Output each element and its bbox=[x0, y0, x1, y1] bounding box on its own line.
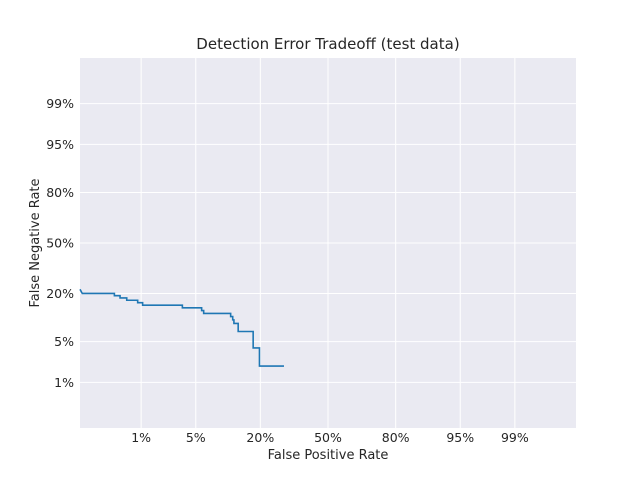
x-tick-label: 5% bbox=[186, 430, 206, 445]
y-tick-label: 50% bbox=[46, 236, 74, 251]
y-tick-label: 80% bbox=[46, 185, 74, 200]
x-tick-label: 20% bbox=[246, 430, 274, 445]
x-tick-label: 50% bbox=[314, 430, 342, 445]
y-tick-label: 20% bbox=[46, 286, 74, 301]
y-tick-label: 5% bbox=[54, 334, 74, 349]
x-tick-label: 99% bbox=[501, 430, 529, 445]
y-tick-label: 99% bbox=[46, 96, 74, 111]
y-tick-labels: 1% 5% 20% 50% 80% 95% 99% bbox=[46, 96, 74, 390]
chart-title: Detection Error Tradeoff (test data) bbox=[196, 35, 459, 53]
y-axis-label: False Negative Rate bbox=[28, 178, 43, 307]
grid-lines bbox=[80, 58, 576, 428]
det-curve-line bbox=[79, 288, 284, 367]
x-axis-label: False Positive Rate bbox=[268, 448, 389, 463]
series-layer bbox=[79, 288, 284, 367]
y-tick-label: 95% bbox=[46, 137, 74, 152]
x-tick-label: 1% bbox=[131, 430, 151, 445]
x-tick-label: 95% bbox=[446, 430, 474, 445]
x-tick-label: 80% bbox=[382, 430, 410, 445]
y-tick-label: 1% bbox=[54, 375, 74, 390]
x-tick-labels: 1% 5% 20% 50% 80% 95% 99% bbox=[131, 430, 529, 445]
